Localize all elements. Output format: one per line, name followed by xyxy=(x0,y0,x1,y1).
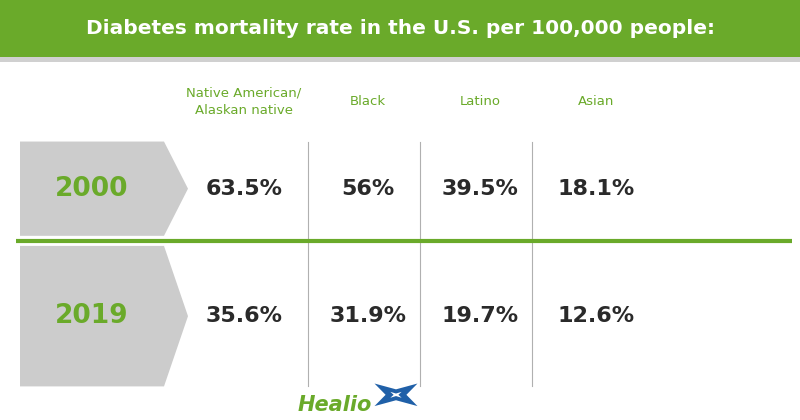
Text: Diabetes mortality rate in the U.S. per 100,000 people:: Diabetes mortality rate in the U.S. per … xyxy=(86,19,714,38)
Text: 18.1%: 18.1% xyxy=(558,178,634,199)
Text: 63.5%: 63.5% xyxy=(206,178,282,199)
Text: Black: Black xyxy=(350,95,386,108)
Text: 19.7%: 19.7% xyxy=(442,306,518,326)
Text: 31.9%: 31.9% xyxy=(330,306,406,326)
Text: Asian: Asian xyxy=(578,95,614,108)
Text: 39.5%: 39.5% xyxy=(442,178,518,199)
Bar xyxy=(0,57,800,62)
Text: 2000: 2000 xyxy=(55,176,129,202)
Polygon shape xyxy=(20,142,188,236)
Text: Native American/
Alaskan native: Native American/ Alaskan native xyxy=(186,86,302,117)
Text: 12.6%: 12.6% xyxy=(558,306,634,326)
Polygon shape xyxy=(20,246,188,386)
Text: 2019: 2019 xyxy=(55,303,129,329)
Polygon shape xyxy=(374,383,418,406)
Text: Latino: Latino xyxy=(459,95,501,108)
Text: 56%: 56% xyxy=(342,178,394,199)
Polygon shape xyxy=(390,392,402,398)
Text: 35.6%: 35.6% xyxy=(206,306,282,326)
Bar xyxy=(0,0,800,57)
Text: Healio: Healio xyxy=(298,395,372,415)
